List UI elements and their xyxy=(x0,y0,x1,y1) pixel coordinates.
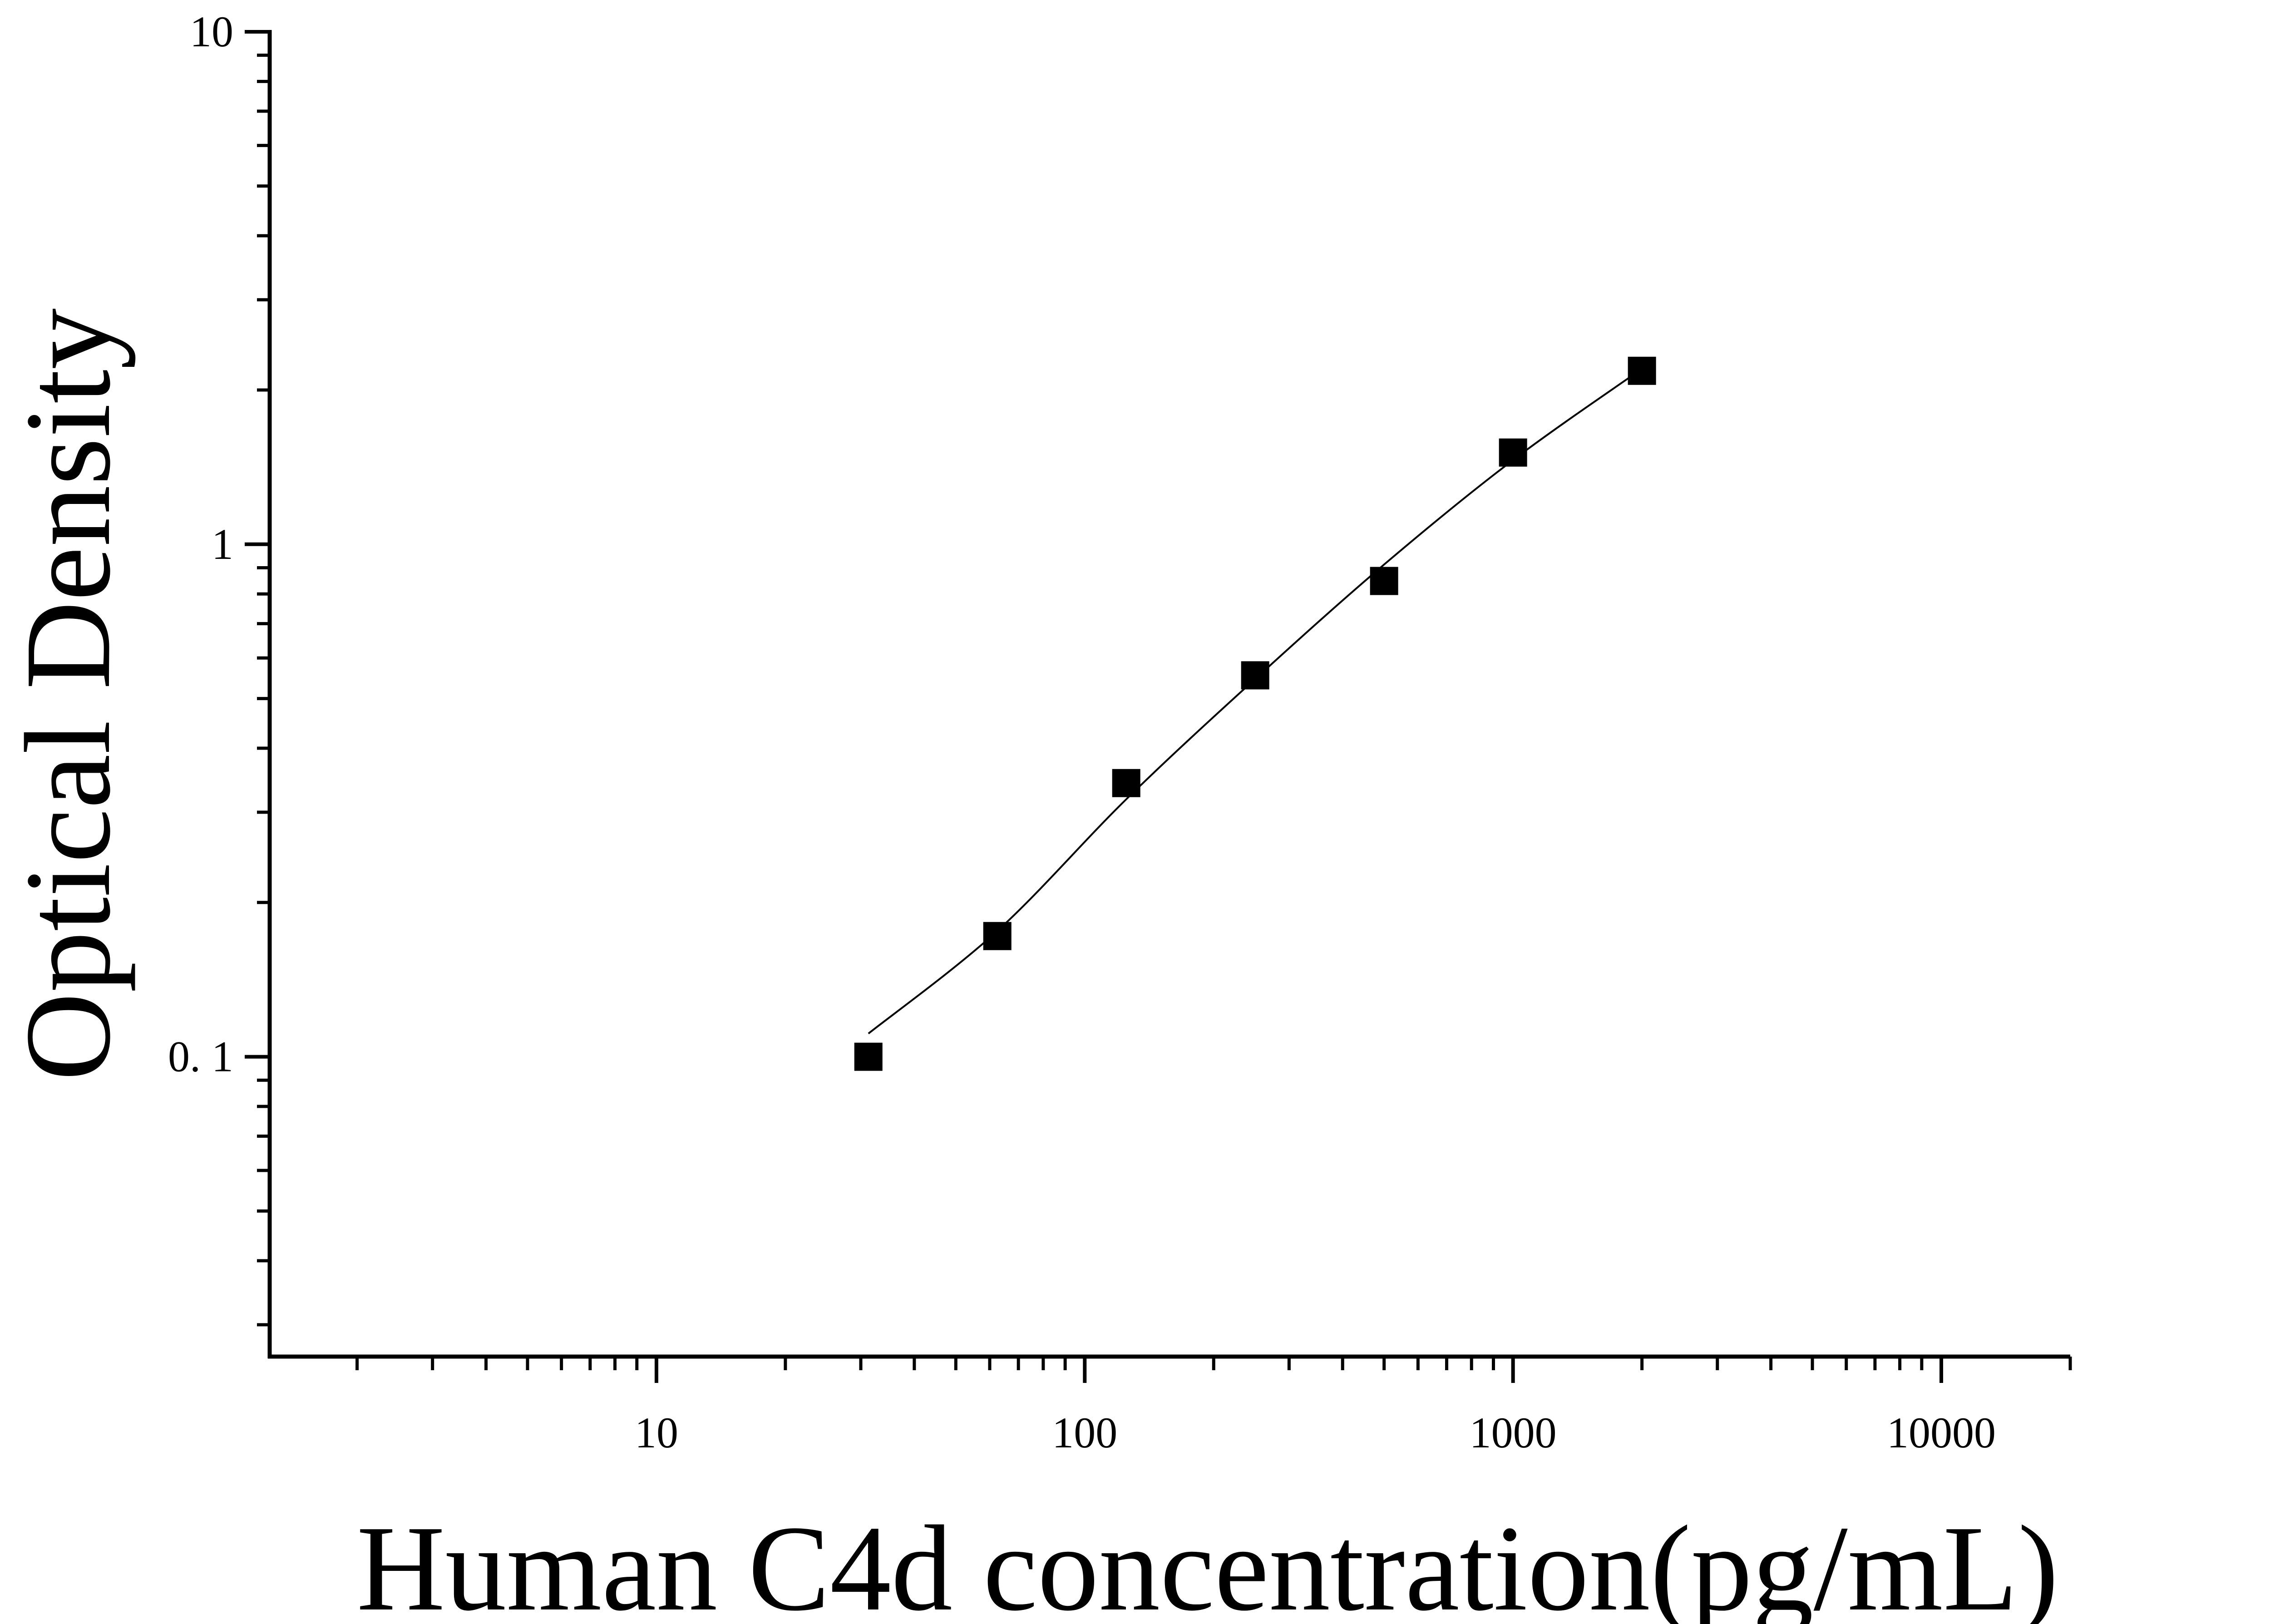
data-point xyxy=(1112,769,1140,797)
x-tick-label: 10000 xyxy=(1887,1408,1996,1457)
x-axis-title: Human C4d concentration(pg/mL) xyxy=(356,1501,2058,1624)
data-point xyxy=(1370,567,1398,595)
y-tick-label: 10 xyxy=(190,7,233,56)
x-tick-label: 100 xyxy=(1052,1408,1117,1457)
data-point xyxy=(1499,438,1527,467)
data-point xyxy=(854,1042,883,1071)
x-tick-label: 10 xyxy=(635,1408,678,1457)
data-point xyxy=(1241,661,1269,690)
y-axis-title: Optical Density xyxy=(0,308,136,1081)
data-point xyxy=(1628,356,1656,385)
x-tick-label: 1000 xyxy=(1470,1408,1557,1457)
y-tick-label: 0. 1 xyxy=(168,1032,233,1081)
data-marks xyxy=(854,356,1656,1071)
axes: 0. 1 1 10 10 100 1000 10000 xyxy=(168,7,2072,1457)
data-point xyxy=(983,922,1012,950)
y-tick-label: 1 xyxy=(212,520,233,568)
